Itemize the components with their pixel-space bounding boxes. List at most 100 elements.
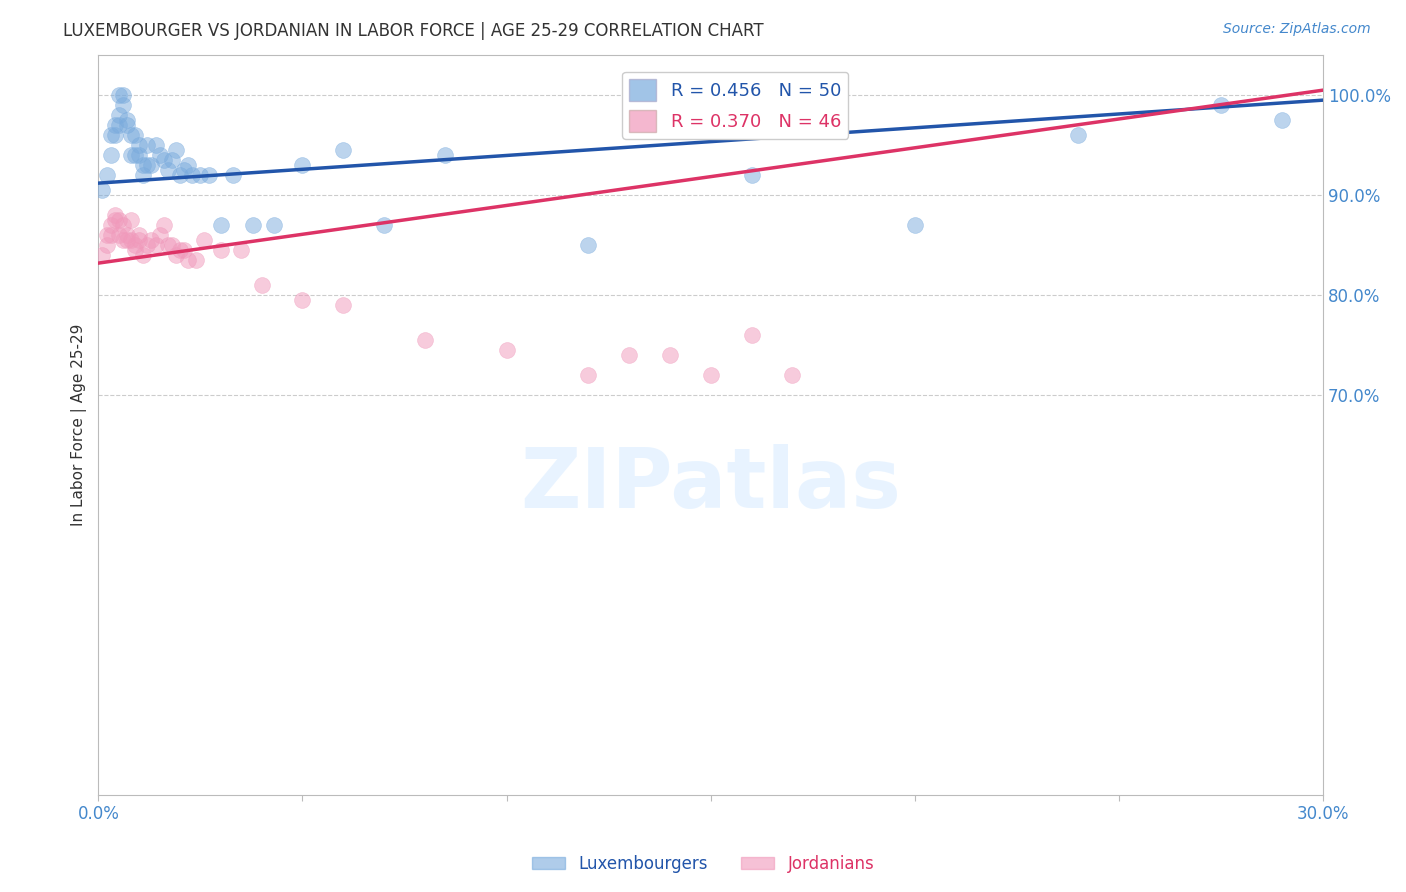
Point: [104, 213, 127, 227]
Point: [1209, 98, 1232, 112]
Point: [104, 208, 127, 222]
Point: [177, 253, 200, 268]
Point: [132, 248, 155, 262]
Point: [160, 153, 183, 168]
Point: [132, 158, 155, 172]
Point: [100, 218, 122, 232]
Point: [100, 128, 122, 142]
Point: [120, 213, 142, 227]
Point: [904, 218, 927, 232]
Point: [96, 238, 118, 252]
Point: [741, 328, 763, 343]
Point: [242, 218, 264, 232]
Y-axis label: In Labor Force | Age 25-29: In Labor Force | Age 25-29: [72, 324, 87, 526]
Point: [197, 168, 219, 182]
Point: [186, 253, 208, 268]
Text: Source: ZipAtlas.com: Source: ZipAtlas.com: [1223, 22, 1371, 37]
Point: [136, 138, 159, 153]
Point: [96, 168, 118, 182]
Point: [124, 238, 146, 252]
Point: [413, 333, 436, 347]
Point: [124, 243, 146, 257]
Point: [100, 228, 122, 243]
Point: [160, 238, 183, 252]
Point: [141, 158, 163, 172]
Point: [152, 218, 174, 232]
Point: [136, 158, 159, 172]
Point: [145, 138, 167, 153]
Point: [173, 243, 195, 257]
Point: [741, 168, 763, 182]
Legend: Luxembourgers, Jordanians: Luxembourgers, Jordanians: [524, 848, 882, 880]
Point: [165, 143, 187, 157]
Point: [111, 98, 134, 112]
Point: [181, 168, 204, 182]
Point: [190, 168, 212, 182]
Point: [141, 233, 163, 247]
Point: [177, 158, 200, 172]
Point: [149, 148, 172, 162]
Point: [136, 238, 159, 252]
Point: [107, 228, 129, 243]
Point: [128, 138, 150, 153]
Point: [149, 228, 172, 243]
Point: [782, 368, 804, 383]
Point: [231, 243, 253, 257]
Point: [193, 233, 215, 247]
Point: [115, 228, 138, 243]
Point: [1271, 113, 1294, 128]
Point: [91, 183, 114, 197]
Point: [124, 148, 146, 162]
Point: [250, 278, 273, 293]
Point: [145, 238, 167, 252]
Point: [104, 128, 127, 142]
Point: [104, 118, 127, 132]
Point: [209, 243, 232, 257]
Point: [111, 218, 134, 232]
Point: [128, 233, 150, 247]
Text: ZIPatlas: ZIPatlas: [520, 444, 901, 524]
Point: [152, 153, 174, 168]
Point: [576, 238, 599, 252]
Point: [120, 128, 142, 142]
Point: [263, 218, 285, 232]
Legend: R = 0.456   N = 50, R = 0.370   N = 46: R = 0.456 N = 50, R = 0.370 N = 46: [621, 71, 848, 139]
Point: [291, 293, 314, 307]
Point: [1067, 128, 1090, 142]
Point: [700, 368, 723, 383]
Point: [169, 168, 191, 182]
Point: [576, 368, 599, 383]
Point: [332, 143, 354, 157]
Point: [617, 348, 640, 362]
Point: [107, 88, 129, 103]
Point: [291, 158, 314, 172]
Point: [107, 108, 129, 122]
Point: [115, 113, 138, 128]
Point: [120, 148, 142, 162]
Point: [91, 248, 114, 262]
Point: [373, 218, 395, 232]
Text: LUXEMBOURGER VS JORDANIAN IN LABOR FORCE | AGE 25-29 CORRELATION CHART: LUXEMBOURGER VS JORDANIAN IN LABOR FORCE…: [63, 22, 763, 40]
Point: [222, 168, 245, 182]
Point: [96, 228, 118, 243]
Point: [156, 163, 179, 178]
Point: [332, 298, 354, 312]
Point: [132, 168, 155, 182]
Point: [658, 348, 681, 362]
Point: [495, 343, 517, 357]
Point: [124, 128, 146, 142]
Point: [209, 218, 232, 232]
Point: [128, 228, 150, 243]
Point: [165, 248, 187, 262]
Point: [169, 243, 191, 257]
Point: [120, 233, 142, 247]
Point: [107, 213, 129, 227]
Point: [434, 148, 457, 162]
Point: [115, 118, 138, 132]
Point: [111, 88, 134, 103]
Point: [173, 163, 195, 178]
Point: [128, 148, 150, 162]
Point: [115, 233, 138, 247]
Point: [100, 148, 122, 162]
Point: [156, 238, 179, 252]
